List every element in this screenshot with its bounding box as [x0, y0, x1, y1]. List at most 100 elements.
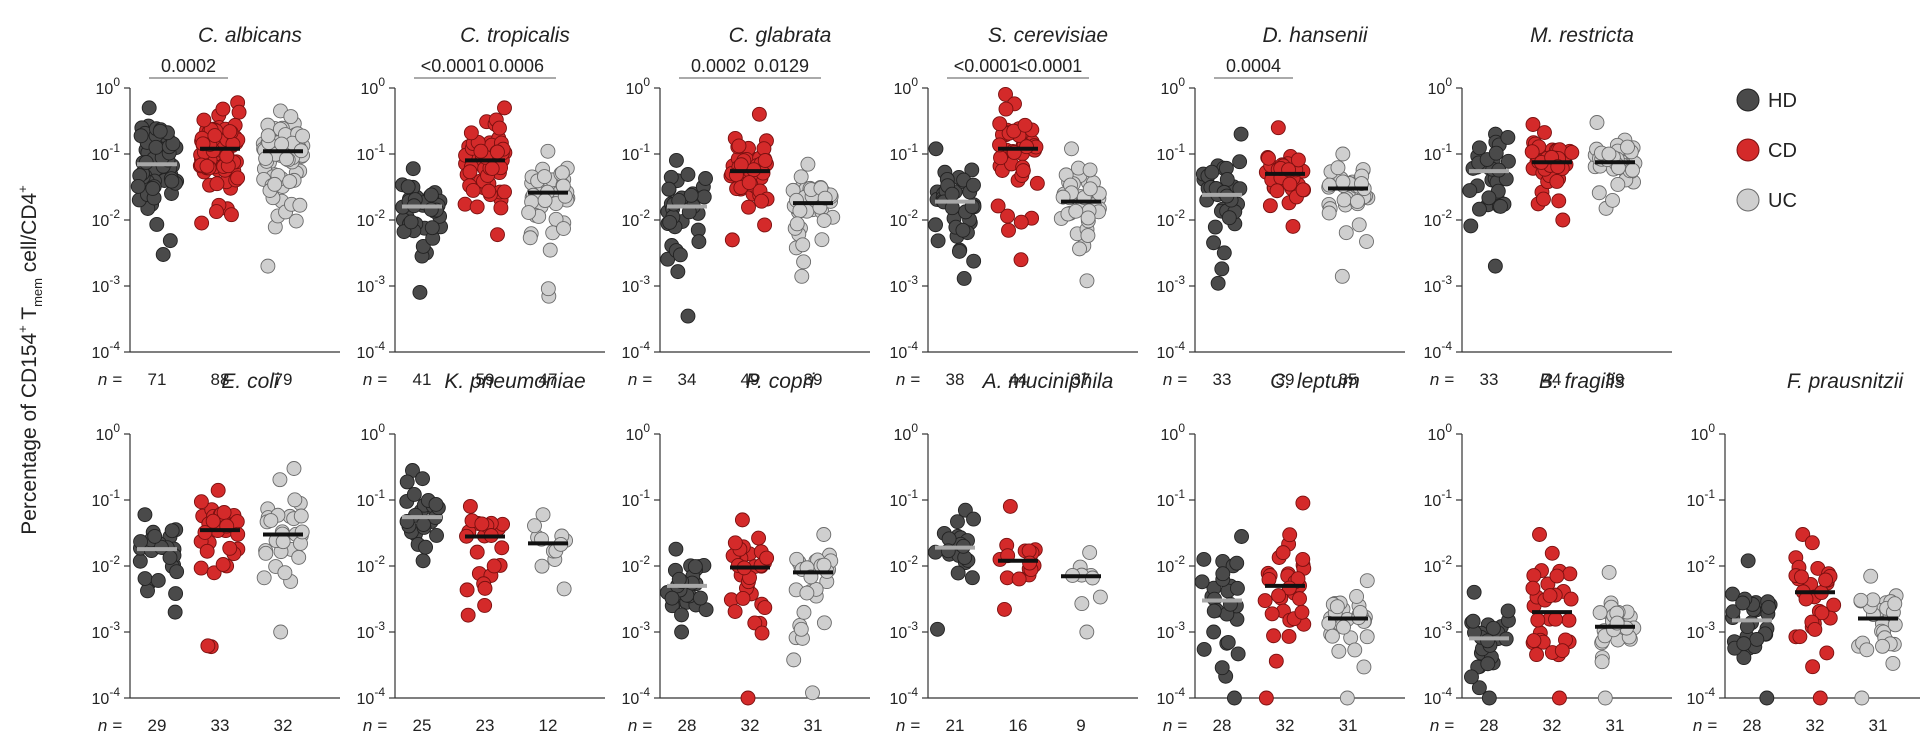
data-point-cd	[724, 232, 740, 248]
data-point-cd	[1564, 145, 1580, 160]
data-point-hd	[1464, 669, 1479, 685]
data-point-hd	[403, 214, 419, 230]
n-count-label: 32	[1806, 716, 1825, 735]
y-tick-label: 10-3	[890, 619, 919, 642]
data-point-hd	[1214, 660, 1230, 676]
data-point-cd	[1261, 150, 1276, 166]
data-point-cd	[494, 540, 510, 556]
data-point-uc	[1082, 181, 1098, 197]
data-point-uc	[789, 216, 805, 232]
n-count-label: 44	[1543, 370, 1562, 389]
y-tick-label: 10-3	[1424, 619, 1453, 642]
data-point-cd	[1530, 612, 1546, 628]
data-point-hd	[966, 177, 981, 193]
n-count-label: 79	[274, 370, 293, 389]
data-point-hd	[1204, 164, 1220, 180]
data-point-uc	[1594, 654, 1610, 670]
data-point-hd	[1233, 126, 1249, 142]
data-point-uc	[542, 242, 558, 258]
data-point-uc	[1859, 642, 1875, 658]
y-tick-label: 10-3	[890, 273, 919, 296]
data-point-cd	[497, 100, 512, 116]
y-tick-label: 10-3	[1157, 619, 1186, 642]
y-tick-label: 10-2	[622, 553, 651, 576]
data-point-cd	[196, 112, 212, 128]
data-point-hd	[672, 247, 688, 263]
y-tick-label: 10-4	[1424, 339, 1453, 362]
data-point-hd	[164, 523, 180, 539]
data-point-hd	[429, 528, 444, 543]
data-point-cd	[1818, 572, 1834, 588]
data-point-uc	[273, 624, 289, 640]
p-value-label: 0.0129	[754, 56, 809, 76]
data-point-hd	[415, 238, 431, 254]
data-point-hd	[428, 496, 444, 512]
data-point-hd	[1214, 261, 1230, 277]
n-count-label: 21	[946, 716, 965, 735]
data-point-hd	[964, 570, 980, 586]
data-point-cd	[754, 625, 770, 641]
panel-e-coli: 100 10-1 10-2 10-3 10-4 E. coli 29 33 32 n =	[92, 370, 340, 735]
data-point-cd	[1524, 144, 1540, 160]
data-point-cd	[1544, 545, 1560, 561]
data-point-hd	[405, 161, 421, 177]
data-point-cd	[1555, 212, 1571, 228]
data-point-cd	[1017, 117, 1033, 133]
n-count-label: 35	[1339, 370, 1358, 389]
data-point-hd	[133, 128, 149, 144]
data-point-hd	[406, 487, 422, 502]
data-point-hd	[951, 243, 967, 259]
panel-a-muciniphila: 100 10-1 10-2 10-3 10-4 A. muciniphila 21 16 9 n …	[890, 370, 1138, 735]
y-tick-label: 10-1	[92, 141, 121, 164]
data-point-uc	[556, 221, 571, 236]
data-point-uc	[1356, 659, 1372, 675]
data-point-cd	[740, 690, 756, 706]
data-point-hd	[698, 171, 713, 186]
data-point-hd	[145, 180, 161, 196]
data-point-uc	[1331, 643, 1347, 659]
data-point-cd	[465, 183, 481, 198]
y-tick-label: 10-1	[1157, 141, 1186, 164]
data-point-cd	[473, 143, 489, 159]
data-point-cd	[194, 215, 210, 231]
data-point-hd	[674, 607, 689, 623]
y-tick-label: 10-1	[1424, 487, 1453, 510]
legend-label-hd: HD	[1768, 90, 1797, 112]
data-point-cd	[1295, 495, 1311, 511]
data-point-cd	[735, 590, 751, 606]
data-point-uc	[816, 557, 832, 573]
y-tick-label: 10-2	[92, 553, 121, 576]
data-point-hd	[680, 308, 696, 324]
y-tick-label: 10-3	[1157, 273, 1186, 296]
y-tick-label: 10-4	[357, 339, 386, 362]
n-prefix-label: n =	[628, 370, 652, 389]
data-point-cd	[460, 607, 476, 623]
data-point-cd	[1532, 527, 1547, 542]
data-point-cd	[463, 125, 479, 141]
data-point-uc	[805, 685, 820, 701]
data-point-uc	[1082, 162, 1098, 178]
data-point-cd	[457, 196, 473, 212]
data-point-cd	[1295, 182, 1311, 198]
n-prefix-label: n =	[98, 716, 122, 735]
data-point-hd	[1206, 235, 1222, 251]
data-point-cd	[205, 513, 221, 529]
n-count-label: 39	[1276, 370, 1295, 389]
n-prefix-label: n =	[1693, 716, 1717, 735]
data-point-uc	[1885, 655, 1901, 671]
data-point-uc	[272, 472, 288, 488]
data-point-hd	[966, 511, 981, 527]
data-point-cd	[1554, 643, 1570, 659]
data-point-hd	[683, 187, 699, 203]
data-point-uc	[1853, 592, 1869, 608]
n-count-label: 12	[539, 716, 558, 735]
y-tick-label: 100	[361, 75, 386, 98]
y-tick-label: 10-1	[622, 487, 651, 510]
legend: HD CD UC	[1736, 88, 1797, 212]
data-point-hd	[1232, 154, 1248, 170]
data-point-uc	[556, 581, 572, 597]
data-point-hd	[956, 271, 972, 286]
data-point-cd	[997, 601, 1012, 617]
data-point-uc	[537, 193, 553, 208]
